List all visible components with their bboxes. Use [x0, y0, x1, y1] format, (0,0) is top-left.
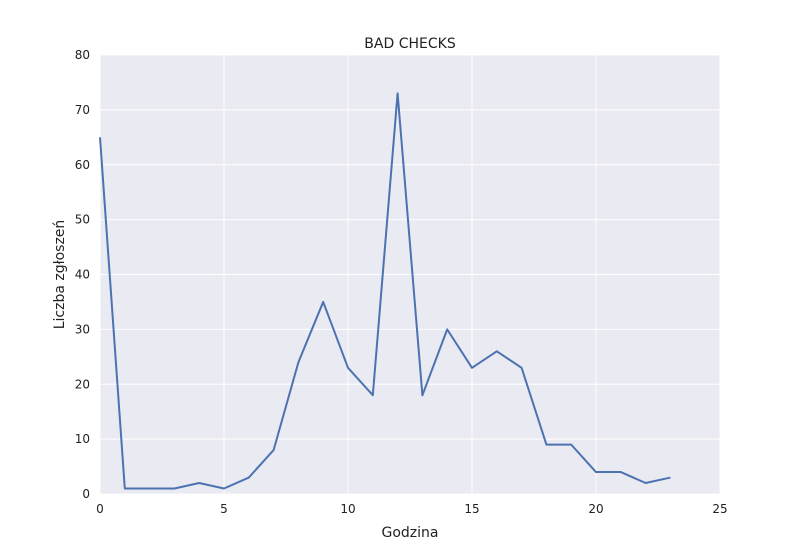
x-tick-label: 20 — [588, 502, 603, 516]
x-tick-label: 10 — [340, 502, 355, 516]
y-tick-label: 10 — [75, 432, 90, 446]
x-tick-label: 15 — [464, 502, 479, 516]
y-axis-label: Liczba zgłoszeń — [52, 220, 68, 330]
x-tick-label: 5 — [220, 502, 228, 516]
gridlines — [99, 54, 721, 495]
y-tick-label: 0 — [82, 487, 90, 501]
y-tick-label: 50 — [75, 213, 90, 227]
y-tick-label: 70 — [75, 103, 90, 117]
y-tick-label: 20 — [75, 377, 90, 391]
x-tick-labels: 0 5 10 15 20 25 — [96, 502, 727, 516]
x-tick-label: 0 — [96, 502, 104, 516]
y-tick-label: 40 — [75, 268, 90, 282]
x-tick-label: 25 — [712, 502, 727, 516]
chart-title: BAD CHECKS — [364, 36, 456, 52]
series-line — [99, 92, 671, 490]
y-tick-labels: 0 10 20 30 40 50 60 70 80 — [75, 48, 90, 501]
y-tick-label: 30 — [75, 322, 90, 336]
x-axis-label: Godzina — [382, 525, 439, 541]
series-layer — [99, 92, 671, 490]
y-tick-label: 60 — [75, 158, 90, 172]
y-tick-label: 80 — [75, 48, 90, 62]
